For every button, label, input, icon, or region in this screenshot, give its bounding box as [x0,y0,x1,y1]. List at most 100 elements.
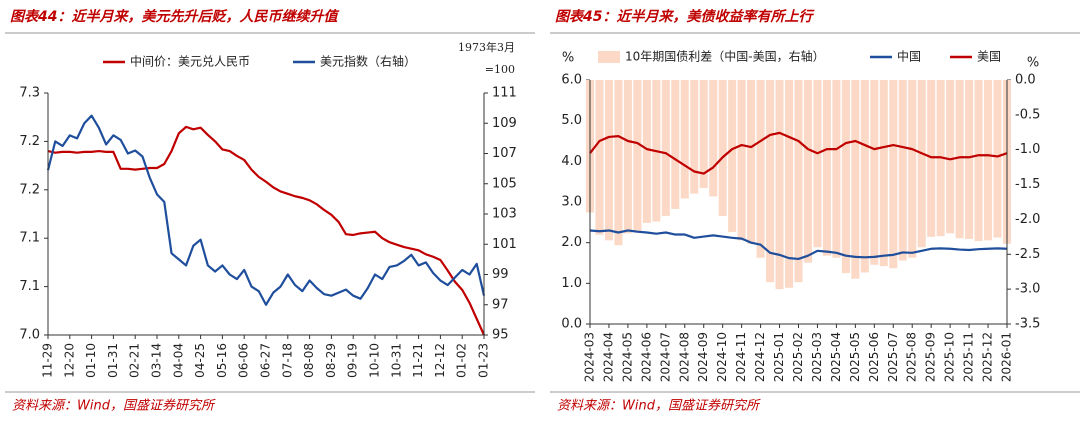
y-tick-label: 7.1 [19,279,40,294]
spread-bar [870,80,879,265]
x-tick-label: 2025-07 [886,332,900,382]
spread-bar [879,80,888,267]
x-tick-label: 08-29 [324,343,338,378]
x-tick-label: 2025-03 [810,332,824,382]
y-tick-label: -2.0 [1015,212,1040,227]
chart-title: 图表45：近半月来，美债收益率有所上行 [555,8,815,25]
spread-bar [889,80,898,269]
x-tick-label: 2024-09 [696,332,710,382]
spread-bar [718,80,727,216]
x-tick-label: 12-12 [433,343,447,378]
x-tick-label: 2024-10 [715,332,729,382]
x-tick-label: 2025-09 [924,332,938,382]
spread-bar [614,80,623,246]
x-tick-label: 2024-04 [601,332,615,382]
y-tick-label: 0.0 [561,317,582,332]
x-tick-label: 08-08 [302,343,316,378]
legend-label: 中间价：美元兑人民币 [130,54,250,69]
y-tick-label: 7.0 [19,328,40,343]
series-line [47,125,486,336]
x-tick-label: 2025-06 [867,332,881,382]
spread-bar [860,80,869,273]
x-tick-label: 2025-02 [791,332,805,382]
y-tick-label: 3.0 [561,195,582,210]
annotation: 1973年3月 [458,40,515,54]
annotation: =100 [485,63,515,76]
x-tick-label: 2025-04 [829,332,843,382]
series-line [589,131,1008,175]
y-tick-label: -2.5 [1015,247,1040,262]
spread-bar [927,80,936,237]
y-tick-label: 7.1 [19,231,40,246]
x-tick-label: 09-19 [346,343,360,378]
spread-bar [642,80,651,223]
y-tick-label: 4.0 [561,154,582,169]
spread-bar [747,80,756,244]
x-tick-label: 06-06 [237,343,251,378]
spread-bar [917,80,926,248]
x-tick-label: 01-31 [106,343,120,378]
source: 资料来源：Wind，国盛证券研究所 [557,398,761,414]
y-tick-label: 7.2 [19,134,40,149]
spread-bar [946,80,955,234]
y-tick-label: 2.0 [561,235,582,250]
spread-bar [984,80,993,241]
spread-bar [633,80,642,232]
spread-bar [965,80,974,239]
x-tick-label: 2025-11 [962,332,976,382]
spread-bar [604,80,613,241]
x-tick-label: 2024-11 [734,332,748,382]
y-tick-label: -1.5 [1015,177,1040,192]
x-tick-label: 2024-12 [753,332,767,382]
x-tick-label: 11-21 [411,343,425,378]
spread-bar [784,80,794,288]
x-tick-label: 04-04 [171,343,185,378]
x-tick-label: 2024-08 [677,332,691,382]
spread-bar [898,80,907,261]
x-tick-label: 01-23 [477,343,491,378]
x-tick-label: 2025-05 [848,332,862,382]
x-tick-label: 2025-12 [981,332,995,382]
y-tick-label: 95 [492,328,509,343]
x-tick-label: 2025-08 [905,332,919,382]
y-tick-label: 0.0 [1015,73,1036,88]
spread-bar [728,80,737,232]
x-tick-label: 2024-07 [658,332,672,382]
x-tick-label: 03-14 [150,343,164,378]
legend-label: 10年期国债利差（中国-美国，右轴） [625,49,825,64]
spread-bar [775,80,784,290]
legend-label: 美国 [977,50,1001,64]
y-tick-label: 6.0 [561,73,582,88]
x-tick-label: 06-27 [259,343,273,378]
series-line [589,229,1008,261]
x-tick-label: 12-20 [62,343,76,378]
spread-bar [822,80,831,256]
spread-bar [690,80,699,194]
legend-key [598,51,620,63]
spread-bar [794,80,803,283]
x-tick-label: 10-31 [389,343,403,378]
y-axis-label: % [562,51,574,66]
spread-bar [974,80,983,242]
legend-label: 中国 [897,49,921,64]
x-tick-label: 07-18 [280,343,294,378]
spread-bar [680,80,689,199]
legend-label: 美元指数（右轴） [320,54,416,69]
x-tick-label: 2024-05 [620,332,634,382]
x-tick-label: 05-16 [215,343,229,378]
series-line [46,114,486,306]
spread-bar [737,80,746,241]
spread-bar [993,80,1002,238]
spread-bar [803,80,813,263]
y-tick-label: 5.0 [561,113,582,128]
y-tick-label: 107 [492,146,517,161]
y-tick-label: 97 [492,297,509,312]
x-tick-label: 01-02 [455,343,469,378]
spread-bar [595,80,604,235]
x-tick-label: 2026-01 [1000,332,1014,382]
x-tick-label: 2025-10 [943,332,957,382]
y2-axis-label: % [1027,56,1039,71]
spread-bar [832,80,841,258]
y-tick-label: 1.0 [561,276,582,291]
